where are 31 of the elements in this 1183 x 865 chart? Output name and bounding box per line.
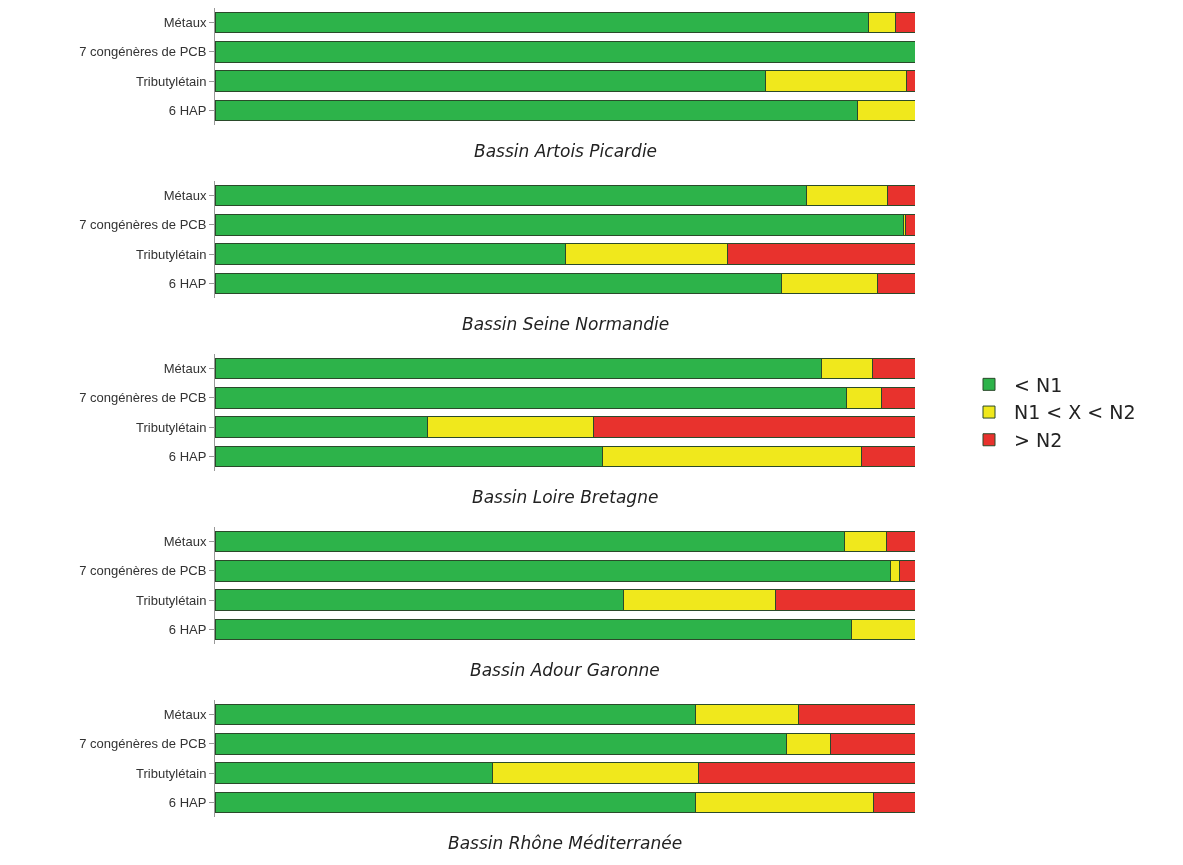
text: Bassin Rhône Méditerranée — [448, 833, 683, 853]
y-tick-label: 6 HAP — [168, 448, 207, 464]
y-tick-label: 7 congénères de PCB — [79, 44, 207, 60]
y-tick-label: 6 HAP — [168, 102, 207, 118]
text: Bassin Seine Normandie — [462, 314, 670, 334]
y-tick-label: Tributylétain — [136, 246, 207, 262]
legend-label: N1 < X < N2 — [1014, 401, 1136, 424]
y-tick-label: Métaux — [163, 707, 207, 723]
y-tick-label: Métaux — [163, 188, 207, 204]
legend-label: < N1 — [1014, 373, 1063, 396]
y-tick-label: Métaux — [163, 534, 207, 550]
y-tick-label: 6 HAP — [168, 275, 207, 291]
y-tick-label: 7 congénères de PCB — [79, 563, 207, 579]
y-tick-label: 7 congénères de PCB — [79, 217, 207, 233]
y-tick-label: 6 HAP — [168, 621, 207, 637]
y-tick-label: 7 congénères de PCB — [79, 390, 207, 406]
y-tick-label: 7 congénères de PCB — [79, 736, 207, 752]
bar — [215, 214, 905, 236]
y-tick-label: Métaux — [163, 361, 207, 377]
bar — [905, 214, 915, 236]
y-tick-label: 6 HAP — [168, 794, 207, 810]
y-tick-label: Tributylétain — [136, 592, 207, 608]
text: Bassin Artois Picardie — [474, 141, 658, 161]
y-tick-label: Tributylétain — [136, 765, 207, 781]
text: Bassin Adour Garonne — [470, 660, 660, 680]
y-tick-label: Métaux — [163, 15, 207, 31]
legend-label: > N2 — [1014, 429, 1063, 452]
y-tick-label: Tributylétain — [136, 419, 207, 435]
y-tick-label: Tributylétain — [136, 73, 207, 89]
text: Bassin Loire Bretagne — [472, 487, 659, 507]
bar — [215, 41, 915, 63]
